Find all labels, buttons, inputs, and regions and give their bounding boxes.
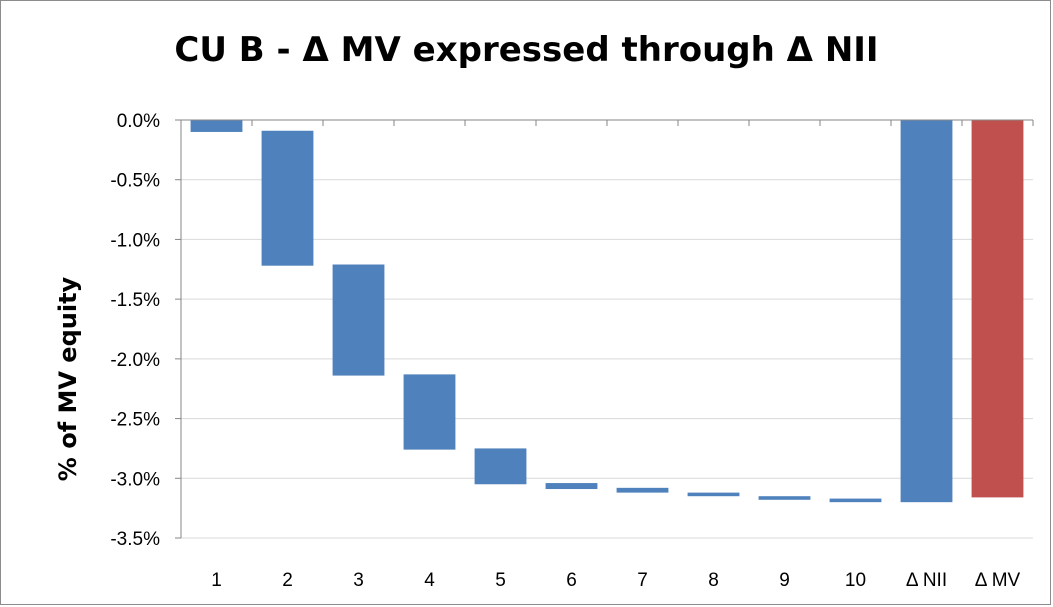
bar-5 bbox=[474, 448, 527, 485]
axes bbox=[175, 119, 1034, 539]
y-tick-label: -1.5% bbox=[110, 290, 160, 311]
bar-δ-nii bbox=[900, 120, 953, 503]
gridlines bbox=[181, 179, 1033, 539]
chart-title: CU B - Δ MV expressed through Δ NII bbox=[174, 30, 879, 70]
x-tick-label: Δ NII bbox=[906, 570, 947, 591]
x-tick-label: 1 bbox=[211, 570, 222, 591]
x-tick-label: Δ MV bbox=[975, 570, 1021, 591]
x-tick-label: 10 bbox=[845, 570, 866, 591]
y-tick-label: -3.5% bbox=[110, 529, 160, 550]
bar-4 bbox=[403, 374, 456, 450]
bar-1 bbox=[190, 120, 243, 132]
x-tick-label: 8 bbox=[708, 570, 719, 591]
x-tick-label: 5 bbox=[495, 570, 506, 591]
tick-labels: 0.0% -0.5% -1.0% -1.5% -2.0% -2.5% -3.0% -3.5% 1… bbox=[110, 111, 1020, 591]
y-tick-label: 0.0% bbox=[117, 111, 160, 132]
x-tick-label: 2 bbox=[282, 570, 293, 591]
bars bbox=[190, 120, 1024, 503]
x-tick-label: 3 bbox=[353, 570, 364, 591]
y-tick-label: -2.5% bbox=[110, 410, 160, 431]
bar-2 bbox=[261, 130, 314, 266]
y-axis-title: % of MV equity bbox=[54, 276, 82, 481]
x-tick-label: 6 bbox=[566, 570, 577, 591]
bar-8 bbox=[687, 492, 740, 497]
x-tick-label: 9 bbox=[779, 570, 790, 591]
bar-6 bbox=[545, 483, 598, 490]
x-tick-label: 7 bbox=[637, 570, 648, 591]
y-tick-label: -2.0% bbox=[110, 350, 160, 371]
y-tick-label: -1.0% bbox=[110, 230, 160, 251]
bar-7 bbox=[616, 487, 669, 493]
bar-10 bbox=[829, 498, 882, 503]
bar-δ-mv bbox=[971, 120, 1024, 498]
bar-9 bbox=[758, 496, 811, 500]
y-tick-label: -3.0% bbox=[110, 469, 160, 490]
y-tick-label: -0.5% bbox=[110, 171, 160, 192]
x-tick-label: 4 bbox=[424, 570, 435, 591]
bar-3 bbox=[332, 264, 385, 376]
